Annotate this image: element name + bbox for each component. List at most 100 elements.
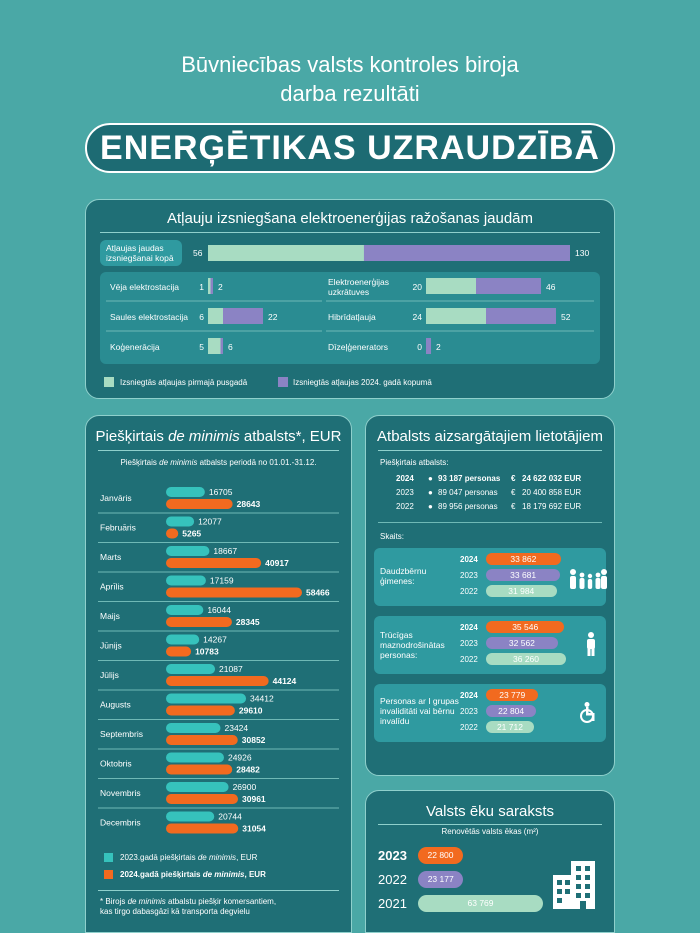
value-2023: 12077 xyxy=(198,517,222,527)
deminimis-title-italic: de minimis xyxy=(168,428,240,445)
bar-2023 xyxy=(166,634,200,645)
section-banner: ENERĢĒTIKAS UZRAUDZĪBĀ xyxy=(85,123,615,173)
value-2024: 5265 xyxy=(182,529,201,539)
buildings-subtitle: Renovētās valsts ēkas (m²) xyxy=(441,827,539,836)
legend-2024-swatch xyxy=(104,870,113,879)
value-2024: 10783 xyxy=(195,647,219,657)
permit-category-label: Vēja elektrostacija xyxy=(110,282,179,292)
family-icon xyxy=(568,568,608,595)
permits-total-label: Atļaujas jaudas izsniegšanai kopā xyxy=(106,243,174,263)
deminimis-subtitle-italic: de minimis xyxy=(159,458,198,467)
deminimis-footer-divider xyxy=(98,890,339,891)
value-2023: 23424 xyxy=(224,723,248,733)
group-bar: 36 260 xyxy=(486,653,566,665)
person-icon: ● xyxy=(428,502,433,511)
granted-persons: 89 956 personas xyxy=(438,502,498,511)
month-label: Aprīlis xyxy=(100,582,124,592)
permit-year-value: 52 xyxy=(561,312,571,322)
building-bar: 23 177 xyxy=(418,871,464,888)
value-2023: 16044 xyxy=(207,605,231,615)
permit-year-value: 2 xyxy=(436,342,441,352)
value-2024: 30852 xyxy=(242,735,266,745)
legend-2023-swatch xyxy=(104,853,113,862)
permits-total-label-box: Atļaujas jaudas izsniegšanai kopā xyxy=(100,240,182,266)
permit-year-bar xyxy=(426,338,431,354)
month-label: Jūlijs xyxy=(100,670,119,680)
month-label: Maijs xyxy=(100,611,120,621)
month-label: Janvāris xyxy=(100,493,132,503)
value-2024: 28345 xyxy=(236,617,260,627)
group-year: 2022 xyxy=(460,723,478,732)
bar-2023 xyxy=(166,664,216,674)
granted-persons: 89 047 personas xyxy=(438,488,498,497)
group-year: 2022 xyxy=(460,587,478,596)
group-year: 2024 xyxy=(460,623,478,632)
euro-icon: € xyxy=(511,488,516,497)
permits-total-year: 130 xyxy=(575,248,590,258)
permit-year-value: 6 xyxy=(228,342,233,352)
building-icon xyxy=(553,861,595,909)
footnote-italic: de minimis xyxy=(127,897,166,906)
bar-2024 xyxy=(166,764,233,775)
granted-eur: 20 400 858 EUR xyxy=(522,488,582,497)
bar-2023 xyxy=(166,487,205,497)
group-box: Daudzbērnu ģimenes: 2024 33 862 2023 33 681 2… xyxy=(374,548,608,606)
month-label: Oktobris xyxy=(100,759,132,769)
bar-2024 xyxy=(166,676,269,686)
footnote-line-2: kas tirgo dabasgāzi kā transporta degvie… xyxy=(100,907,250,916)
legend-2023-post: , EUR xyxy=(236,853,258,862)
legend-2023-pre: 2023.gadā piešķirtais xyxy=(120,853,198,862)
group-box: Personas ar I grupas invaliditāti vai bē… xyxy=(374,684,606,742)
legend-year-swatch xyxy=(278,377,288,387)
group-label: Daudzbērnu ģimenes: xyxy=(380,566,427,586)
footnote-post: atbalstu piešķir komersantiem, xyxy=(165,897,277,906)
bar-2024 xyxy=(166,558,262,568)
permit-first-bar xyxy=(208,338,221,354)
value-2023: 24926 xyxy=(228,753,252,763)
building-bar: 22 800 xyxy=(418,847,463,864)
value-2023: 26900 xyxy=(233,782,257,792)
group-year: 2022 xyxy=(460,655,478,664)
group-year: 2024 xyxy=(460,691,478,700)
person-icon: ● xyxy=(428,474,433,483)
permits-total-first: 56 xyxy=(193,248,203,258)
value-2024: 30961 xyxy=(242,794,266,804)
group-label: Trūcīgas maznodrošinātas personas: xyxy=(380,630,445,660)
value-2024: 31054 xyxy=(242,824,266,834)
legend-2023-label: 2023.gadā piešķirtais de minimis, EUR xyxy=(120,853,257,862)
value-2023: 16705 xyxy=(209,487,233,497)
month-label: Augusts xyxy=(100,700,131,710)
deminimis-panel: Piešķirtais de minimis atbalsts*, EUR Pi… xyxy=(85,415,352,933)
group-label: Personas ar I grupas invaliditāti vai bē… xyxy=(380,696,459,726)
legend-year-label: Izsniegtās atļaujas 2024. gadā kopumā xyxy=(293,378,432,387)
bar-2023 xyxy=(166,811,215,822)
group-bar: 35 546 xyxy=(486,621,565,633)
granted-label: Piešķirtais atbalsts: xyxy=(380,458,449,467)
value-2024: 28482 xyxy=(236,765,260,775)
granted-year: 2022 xyxy=(396,502,414,511)
legend-2024-pre: 2024.gadā piešķirtais xyxy=(120,870,203,879)
deminimis-chart: Janvāris 16705 28643 Februāris 12077 5265 Mart… xyxy=(98,487,339,834)
total-first-bar xyxy=(208,245,364,261)
month-label: Septembris xyxy=(100,729,143,739)
title-line-1: Būvniecības valsts kontroles biroja xyxy=(181,52,519,77)
legend-2024-italic: de minimis xyxy=(202,870,245,879)
bar-2023 xyxy=(166,516,195,527)
legend-first-swatch xyxy=(104,377,114,387)
value-2024: 29610 xyxy=(239,706,263,716)
deminimis-subtitle: Piešķirtais de minimis atbalsts periodā … xyxy=(86,458,351,467)
bar-2024 xyxy=(166,499,233,509)
deminimis-footnote: * Birojs de minimis atbalstu piešķir kom… xyxy=(100,897,276,917)
buildings-title: Valsts ēku saraksts xyxy=(425,803,555,820)
buildings-divider xyxy=(378,824,602,825)
building-year: 2023 xyxy=(378,848,407,863)
wheelchair-icon xyxy=(579,702,599,729)
legend-2024-label: 2024.gadā piešķirtais de minimis, EUR xyxy=(120,870,266,879)
bar-2023 xyxy=(166,782,229,792)
person-icon: ● xyxy=(428,488,433,497)
value-2023: 14267 xyxy=(203,635,227,645)
bar-2023 xyxy=(166,723,221,733)
permit-first-value: 24 xyxy=(413,312,423,322)
permits-panel: Atļauju izsniegšana elektroenerģijas raž… xyxy=(85,199,615,399)
deminimis-title: Piešķirtais de minimis atbalsts*, EUR xyxy=(86,428,351,445)
